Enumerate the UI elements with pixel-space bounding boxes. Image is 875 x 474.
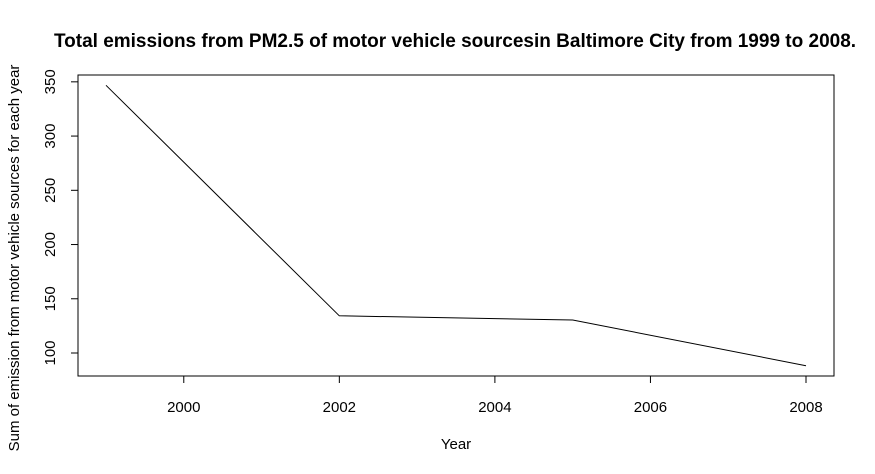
x-tick-label: 2006 bbox=[634, 399, 667, 416]
y-tick-label: 250 bbox=[42, 178, 59, 203]
x-tick-label: 2002 bbox=[323, 399, 356, 416]
plot-frame bbox=[77, 74, 835, 377]
chart-title: Total emissions from PM2.5 of motor vehi… bbox=[54, 31, 856, 52]
y-tick-label: 350 bbox=[42, 69, 59, 94]
y-tick-label: 300 bbox=[42, 124, 59, 149]
y-axis-label: Sum of emission from motor vehicle sourc… bbox=[6, 65, 23, 452]
x-axis-label: Year bbox=[441, 436, 471, 453]
y-tick-label: 100 bbox=[42, 340, 59, 365]
x-axis: 2000 2002 2004 2006 2008 bbox=[167, 375, 823, 416]
x-tick-label: 2008 bbox=[789, 399, 822, 416]
y-tick-label: 200 bbox=[42, 232, 59, 257]
y-tick-label: 150 bbox=[42, 286, 59, 311]
x-tick-label: 2004 bbox=[478, 399, 511, 416]
x-tick-label: 2000 bbox=[167, 399, 200, 416]
y-axis: 100 150 200 250 300 350 bbox=[42, 69, 79, 366]
emissions-line bbox=[105, 84, 807, 367]
